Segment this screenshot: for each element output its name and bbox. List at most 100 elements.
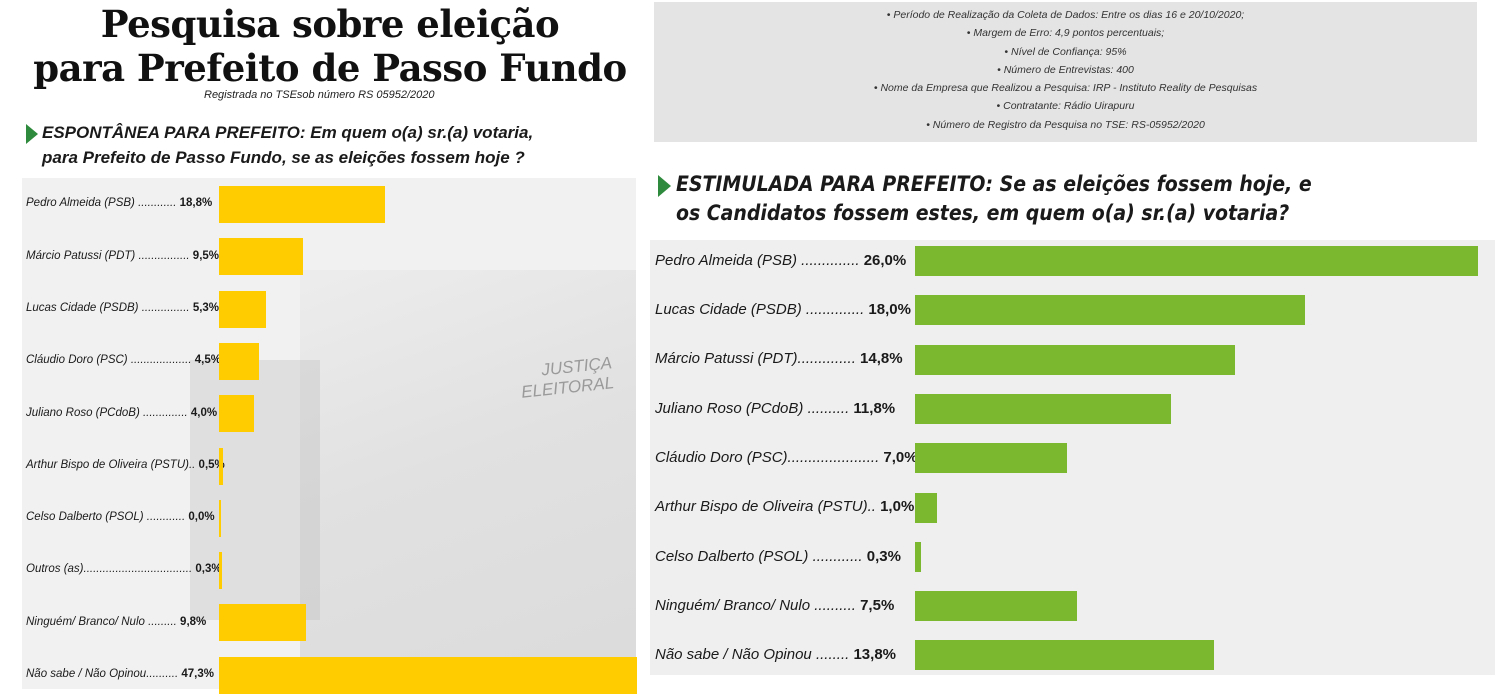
category-name: Celso Dalberto (PSOL) [26,511,144,524]
category-name: Não sabe / Não Opinou [655,646,812,664]
dot-leader: .. [188,458,196,471]
category-label: Cláudio Doro (PSC)......................… [655,449,918,466]
data-label: 0,3% [862,547,901,565]
category-label: Outros (as).............................… [26,563,222,575]
dot-leader: .......... [146,668,179,681]
survey-info-lines: • Período de Realização da Coleta de Dad… [654,2,1477,134]
data-label: 4,0% [187,406,218,419]
data-label: 18,8% [176,197,213,210]
data-label: 7,5% [855,596,895,614]
dot-leader: .................................. [83,563,193,576]
category-name: Márcio Patussi (PDT) [655,350,798,368]
data-label: 11,8% [849,399,896,417]
bar [219,447,224,485]
data-label: 47,3% [178,668,214,681]
data-label: 1,0% [875,498,915,516]
stimulated-question: ESTIMULADA PARA PREFEITO: Se as eleições… [676,170,1396,228]
voting-machine-screen [190,360,320,620]
section-arrow-icon [658,175,671,197]
category-name: Lucas Cidade (PSDB) [26,301,139,314]
dot-leader: ............ [143,511,186,524]
bar [915,492,937,523]
bar [219,342,259,380]
category-label: Márcio Patussi (PDT) ................ 9,… [26,250,219,262]
category-name: Cláudio Doro (PSC) [26,354,128,367]
bar [915,295,1305,326]
category-name: Pedro Almeida (PSB) [26,197,135,210]
dot-leader: ...................... [787,448,880,466]
data-label: 7,0% [879,448,918,466]
dot-leader: .............. [139,406,188,419]
data-label: 9,8% [176,615,207,628]
stimulated-question-line2: os Candidatos fossem estes, em quem o(a)… [676,201,1290,225]
spontaneous-question: ESPONTÂNEA PARA PREFEITO: Em quem o(a) s… [42,120,642,170]
bar [915,443,1067,474]
spontaneous-question-line1: ESPONTÂNEA PARA PREFEITO: Em quem o(a) s… [42,123,534,142]
category-label: Celso Dalberto (PSOL) ............ 0,3% [655,548,901,565]
data-label: 0,3% [192,563,222,576]
registration-note: Registrada no TSEsob número RS 05952/202… [204,89,435,101]
bar [219,395,255,433]
bar [219,290,266,328]
survey-info-box: • Período de Realização da Coleta de Dad… [654,2,1477,142]
bar [219,499,221,537]
bar [915,541,922,572]
category-name: Juliano Roso (PCdoB) [655,399,804,417]
dot-leader: ................ [135,249,190,262]
category-name: Celso Dalberto (PSOL) [655,547,809,565]
category-name: Lucas Cidade (PSDB) [655,301,802,318]
category-label: Ninguém/ Branco/ Nulo ......... 9,8% [26,616,206,628]
info-line: • Contratante: Rádio Uirapuru [996,100,1135,113]
info-line: • Nome da Empresa que Realizou a Pesquis… [873,82,1258,95]
dot-leader: .. [867,498,876,516]
category-label: Celso Dalberto (PSOL) ............ 0,0% [26,511,215,523]
category-name: Pedro Almeida (PSB) [655,251,798,269]
dot-leader: ................... [127,354,192,367]
category-label: Cláudio Doro (PSC) ................... 4… [26,354,221,366]
category-label: Pedro Almeida (PSB) .............. 26,0% [655,252,906,269]
category-label: Ninguém/ Branco/ Nulo .......... 7,5% [655,597,894,614]
category-name: Márcio Patussi (PDT) [26,249,136,262]
data-label: 26,0% [859,251,907,269]
info-line: • Período de Realização da Coleta de Dad… [886,9,1245,21]
info-line: • Margem de Erro: 4,9 pontos percentuais… [966,27,1165,40]
dot-leader: ............ [134,197,177,210]
bar [219,238,303,276]
data-label: 0,5% [195,458,225,471]
category-name: Ninguém/ Branco/ Nulo [26,615,145,628]
category-name: Cláudio Doro (PSC) [655,448,788,466]
bar [915,640,1214,671]
category-label: Juliano Roso (PCdoB) .......... 11,8% [655,400,895,417]
category-label: Pedro Almeida (PSB) ............ 18,8% [26,197,212,209]
data-label: 18,0% [864,301,911,318]
bar [915,246,1478,276]
dot-leader: ......... [144,615,177,628]
bar [219,656,637,694]
category-label: Arthur Bispo de Oliveira (PSTU).. 0,5% [26,459,225,471]
dot-leader: .............. [797,350,856,368]
info-line: • Número de Registro da Pesquisa no TSE:… [926,118,1205,131]
dot-leader: .............. [797,251,860,269]
category-name: Outros (as) [26,563,84,576]
voting-machine-image [300,270,636,690]
category-name: Juliano Roso (PCdoB) [26,406,140,419]
info-line: • Número de Entrevistas: 400 [997,63,1134,76]
stimulated-question-line1: ESTIMULADA PARA PREFEITO: Se as eleições… [676,172,1312,196]
dot-leader: ............ [808,547,863,565]
bar [219,186,386,223]
category-name: Ninguém/ Branco/ Nulo [655,596,811,614]
data-label: 0,0% [185,511,215,524]
category-label: Lucas Cidade (PSDB) ............... 5,3% [26,302,219,314]
dot-leader: ............... [138,301,190,314]
dot-leader: .......... [810,596,856,614]
category-label: Márcio Patussi (PDT).............. 14,8% [655,350,903,367]
dot-leader: ........ [811,646,850,664]
spontaneous-question-line2: para Prefeito de Passo Fundo, se as elei… [42,148,525,167]
category-label: Lucas Cidade (PSDB) .............. 18,0% [655,301,911,318]
data-label: 13,8% [849,646,896,664]
category-name: Arthur Bispo de Oliveira (PSTU) [26,458,189,471]
bar [915,344,1236,375]
dot-leader: .............. [801,301,865,318]
bar [219,604,306,642]
chart-title-line2: para Prefeito de Passo Fundo [33,46,627,90]
